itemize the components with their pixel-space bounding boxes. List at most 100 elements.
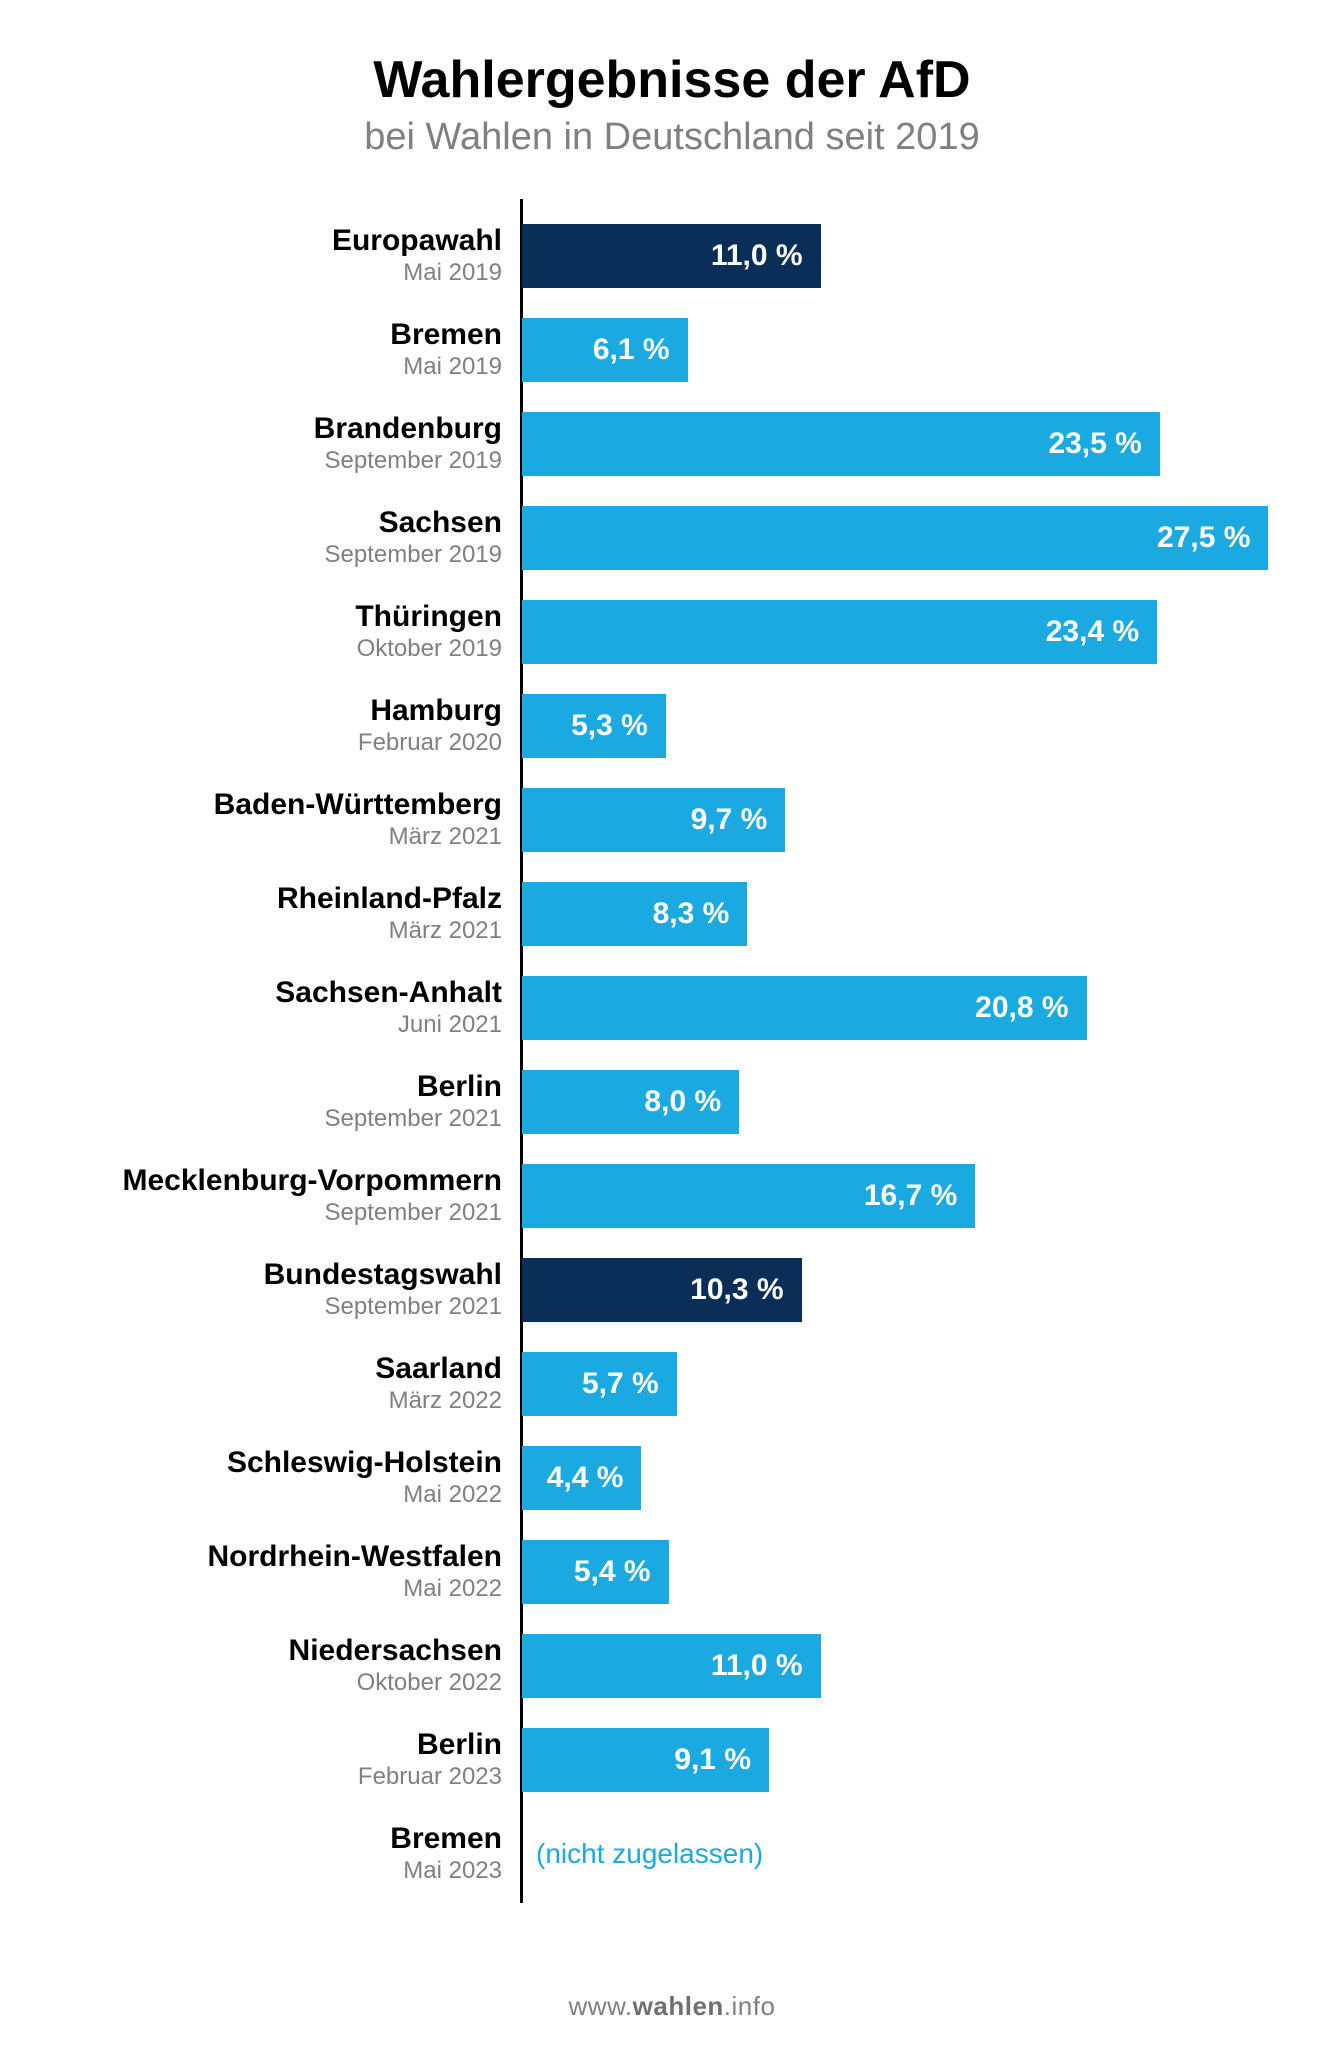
bar-area: 8,3 % [520,867,1284,961]
row-label-block: BremenMai 2023 [60,1822,520,1886]
row-name: Thüringen [60,600,502,633]
bar-value: 5,3 % [571,709,648,743]
chart-row: HamburgFebruar 2020 5,3 % [60,679,1284,773]
row-label-block: NiedersachsenOktober 2022 [60,1634,520,1698]
bar-area: 16,7 % [520,1149,1284,1243]
row-label-block: BerlinSeptember 2021 [60,1070,520,1134]
chart-row: Nordrhein-WestfalenMai 2022 5,4 % [60,1525,1284,1619]
row-date: März 2021 [60,917,502,946]
row-name: Bremen [60,1822,502,1855]
bar: 16,7 % [522,1164,975,1228]
bar-area: 23,4 % [520,585,1284,679]
row-label-block: BremenMai 2019 [60,318,520,382]
row-name: Berlin [60,1070,502,1103]
bar-value: 5,7 % [582,1367,659,1401]
bar-area: (nicht zugelassen) [520,1807,1284,1901]
bar-value: 11,0 % [711,239,803,273]
bar-value: 23,4 % [1046,615,1139,649]
title-block: Wahlergebnisse der AfD bei Wahlen in Deu… [60,50,1284,159]
bar: 5,4 % [522,1540,669,1604]
bar-value: 5,4 % [574,1555,651,1589]
row-date: Mai 2023 [60,1857,502,1886]
row-date: September 2019 [60,447,502,476]
bar-value: 6,1 % [593,333,670,367]
bar: 8,3 % [522,882,747,946]
row-name: Schleswig-Holstein [60,1446,502,1479]
row-name: Berlin [60,1728,502,1761]
footer-suffix: .info [724,1991,776,2021]
row-label-block: ThüringenOktober 2019 [60,600,520,664]
row-label-block: BundestagswahlSeptember 2021 [60,1258,520,1322]
row-date: Mai 2022 [60,1575,502,1604]
row-label-block: BrandenburgSeptember 2019 [60,412,520,476]
row-label-block: HamburgFebruar 2020 [60,694,520,758]
chart-row: BerlinSeptember 2021 8,0 % [60,1055,1284,1149]
bar-value: 20,8 % [975,991,1068,1025]
chart-row: NiedersachsenOktober 2022 11,0 % [60,1619,1284,1713]
bar: 11,0 % [522,1634,821,1698]
bar: 5,7 % [522,1352,677,1416]
chart-row: EuropawahlMai 2019 11,0 % [60,209,1284,303]
footer-bold: wahlen [633,1991,724,2021]
chart-row: BremenMai 2019 6,1 % [60,303,1284,397]
row-date: Juni 2021 [60,1011,502,1040]
row-date: September 2021 [60,1199,502,1228]
row-label-block: EuropawahlMai 2019 [60,224,520,288]
row-label-block: Baden-WürttembergMärz 2021 [60,788,520,852]
chart-row: Baden-WürttembergMärz 20219,7 % [60,773,1284,867]
chart-row: SaarlandMärz 2022 5,7 % [60,1337,1284,1431]
row-label-block: BerlinFebruar 2023 [60,1728,520,1792]
bar: 9,7 % [522,788,785,852]
row-date: September 2021 [60,1105,502,1134]
bar-area: 11,0 % [520,1619,1284,1713]
row-name: Hamburg [60,694,502,727]
row-name: Nordrhein-Westfalen [60,1540,502,1573]
bar-area: 5,4 % [520,1525,1284,1619]
row-name: Mecklenburg-Vorpommern [60,1164,502,1197]
bar: 27,5 % [522,506,1268,570]
row-date: Februar 2020 [60,729,502,758]
chart-row: BremenMai 2023(nicht zugelassen) [60,1807,1284,1901]
row-name: Baden-Württemberg [60,788,502,821]
bar-value: 23,5 % [1048,427,1141,461]
row-date: Mai 2019 [60,259,502,288]
bar: 23,5 % [522,412,1160,476]
chart-row: BrandenburgSeptember 2019 23,5 % [60,397,1284,491]
row-label-block: Sachsen-AnhaltJuni 2021 [60,976,520,1040]
bar-area: 27,5 % [520,491,1284,585]
bar: 11,0 % [522,224,821,288]
footer-prefix: www. [569,1991,633,2021]
bar-area: 20,8 % [520,961,1284,1055]
row-label-block: Schleswig-HolsteinMai 2022 [60,1446,520,1510]
bar-value: 4,4 % [547,1461,624,1495]
chart-row: SachsenSeptember 201927,5 % [60,491,1284,585]
bar-area: 6,1 % [520,303,1284,397]
bar-area: 9,1 % [520,1713,1284,1807]
bar-value: 8,0 % [644,1085,721,1119]
row-name: Sachsen-Anhalt [60,976,502,1009]
chart-row: Mecklenburg-VorpommernSeptember 2021 16,7… [60,1149,1284,1243]
bar: 9,1 % [522,1728,769,1792]
chart-row: BerlinFebruar 20239,1 % [60,1713,1284,1807]
bar-area: 10,3 % [520,1243,1284,1337]
row-label-block: SaarlandMärz 2022 [60,1352,520,1416]
row-name: Europawahl [60,224,502,257]
row-date: Februar 2023 [60,1763,502,1792]
chart-subtitle: bei Wahlen in Deutschland seit 2019 [60,116,1284,159]
bar: 8,0 % [522,1070,739,1134]
row-name: Rheinland-Pfalz [60,882,502,915]
bar-area: 9,7 % [520,773,1284,867]
row-date: September 2019 [60,541,502,570]
bar-area: 5,3 % [520,679,1284,773]
bar-value: 11,0 % [711,1649,803,1683]
bar: 23,4 % [522,600,1157,664]
row-note: (nicht zugelassen) [520,1838,763,1870]
bar-area: 8,0 % [520,1055,1284,1149]
chart-row: Rheinland-PfalzMärz 2021 8,3 % [60,867,1284,961]
chart-title: Wahlergebnisse der AfD [60,50,1284,110]
row-name: Brandenburg [60,412,502,445]
chart-row: BundestagswahlSeptember 202110,3 % [60,1243,1284,1337]
chart-row: Schleswig-HolsteinMai 2022 4,4 % [60,1431,1284,1525]
chart-row: Sachsen-AnhaltJuni 2021 20,8 % [60,961,1284,1055]
row-name: Niedersachsen [60,1634,502,1667]
